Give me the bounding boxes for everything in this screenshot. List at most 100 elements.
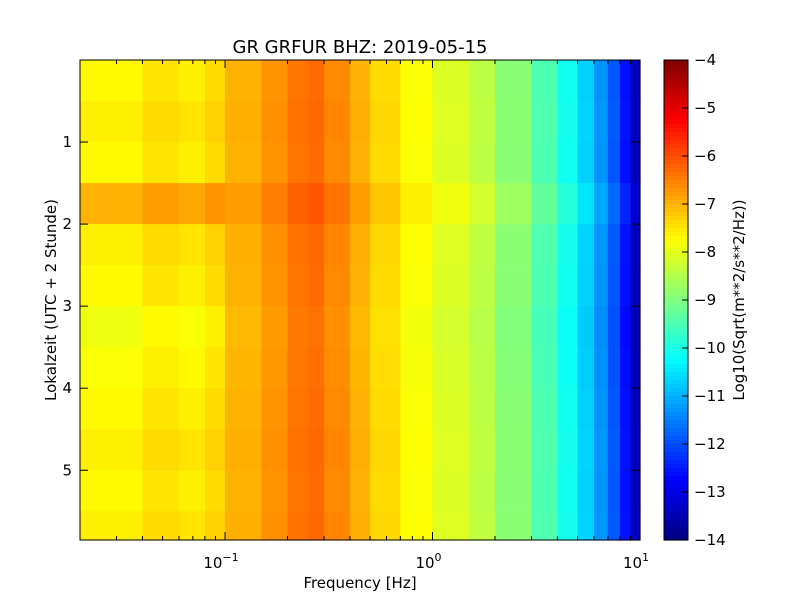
heatmap-cell: [630, 388, 641, 430]
colorbar-segment: [664, 312, 688, 317]
heatmap-cell: [225, 470, 263, 512]
heatmap-cell: [307, 429, 325, 471]
colorbar-segment: [664, 196, 688, 201]
x-tick-label: 100: [415, 551, 441, 572]
heatmap-cell: [400, 470, 434, 512]
colorbar-segment: [664, 356, 688, 361]
colorbar-segment: [664, 156, 688, 161]
heatmap-cell: [204, 429, 226, 471]
colorbar-segment: [664, 64, 688, 69]
heatmap-cell: [261, 224, 289, 266]
colorbar-tick-label: −13: [694, 483, 726, 501]
heatmap-cell: [307, 142, 325, 184]
heatmap-cell: [142, 265, 180, 307]
colorbar-segment: [664, 252, 688, 257]
heatmap-cell: [432, 224, 470, 266]
heatmap-cell: [494, 388, 533, 430]
heatmap-cell: [349, 265, 371, 307]
colorbar-segment: [664, 272, 688, 277]
heatmap-cell: [204, 101, 226, 143]
heatmap-cell: [324, 429, 351, 471]
heatmap-cell: [287, 142, 309, 184]
colorbar-segment: [664, 536, 688, 541]
colorbar-segment: [664, 152, 688, 157]
colorbar-segment: [664, 508, 688, 513]
heatmap-cell: [400, 142, 434, 184]
heatmap-cell: [142, 306, 180, 348]
heatmap-cell: [577, 101, 595, 143]
heatmap-cell: [577, 265, 595, 307]
colorbar-segment: [664, 60, 688, 65]
heatmap-cell: [577, 429, 595, 471]
colorbar-segment: [664, 220, 688, 225]
heatmap-cell: [531, 388, 559, 430]
heatmap-cell: [593, 60, 609, 102]
heatmap-cell: [469, 306, 496, 348]
heatmap-cell: [400, 183, 434, 225]
colorbar-segment: [664, 480, 688, 485]
heatmap-cell: [619, 429, 632, 471]
heatmap-cell: [577, 388, 595, 430]
heatmap-cell: [607, 511, 621, 541]
colorbar-segment: [664, 504, 688, 509]
heatmap-cell: [324, 142, 351, 184]
heatmap-cell: [577, 511, 595, 541]
heatmap-cell: [324, 101, 351, 143]
heatmap-cell: [577, 470, 595, 512]
heatmap-cell: [349, 142, 371, 184]
heatmap-cell: [204, 224, 226, 266]
heatmap-cell: [80, 224, 144, 266]
y-tick-label: 4: [62, 379, 72, 397]
heatmap-cell: [557, 388, 579, 430]
heatmap-cell: [469, 265, 496, 307]
heatmap-cell: [469, 60, 496, 102]
heatmap-cell: [400, 306, 434, 348]
colorbar-segment: [664, 288, 688, 293]
heatmap-cell: [225, 142, 263, 184]
heatmap-cell: [370, 429, 401, 471]
colorbar-tick-label: −5: [694, 99, 716, 117]
heatmap-cell: [287, 224, 309, 266]
heatmap-cell: [142, 224, 180, 266]
colorbar-segment: [664, 452, 688, 457]
heatmap-cell: [370, 60, 401, 102]
heatmap-cell: [80, 511, 144, 541]
heatmap-cell: [432, 142, 470, 184]
heatmap-cell: [593, 183, 609, 225]
colorbar-segment: [664, 144, 688, 149]
heatmap-cell: [179, 60, 206, 102]
colorbar-segment: [664, 216, 688, 221]
colorbar-segment: [664, 212, 688, 217]
heatmap-cell: [469, 142, 496, 184]
heatmap-cell: [400, 511, 434, 541]
heatmap-cell: [593, 429, 609, 471]
heatmap-cell: [261, 60, 289, 102]
heatmap-cell: [432, 347, 470, 389]
heatmap-cell: [80, 347, 144, 389]
heatmap-cell: [630, 306, 641, 348]
colorbar-segment: [664, 388, 688, 393]
heatmap-cell: [142, 470, 180, 512]
heatmap-cell: [630, 183, 641, 225]
colorbar-segment: [664, 412, 688, 417]
heatmap-cell: [80, 60, 144, 102]
heatmap-cell: [370, 224, 401, 266]
heatmap-cell: [557, 347, 579, 389]
heatmap-cell: [607, 388, 621, 430]
heatmap-cell: [142, 183, 180, 225]
heatmap-cell: [261, 511, 289, 541]
heatmap-cell: [349, 60, 371, 102]
heatmap-cell: [287, 388, 309, 430]
heatmap-cell: [324, 60, 351, 102]
colorbar-segment: [664, 468, 688, 473]
colorbar-segment: [664, 528, 688, 533]
heatmap-cell: [400, 388, 434, 430]
colorbar-segment: [664, 472, 688, 477]
heatmap-cell: [142, 511, 180, 541]
heatmap-cell: [324, 183, 351, 225]
colorbar-segment: [664, 96, 688, 101]
heatmap-cell: [370, 265, 401, 307]
heatmap-cell: [531, 470, 559, 512]
